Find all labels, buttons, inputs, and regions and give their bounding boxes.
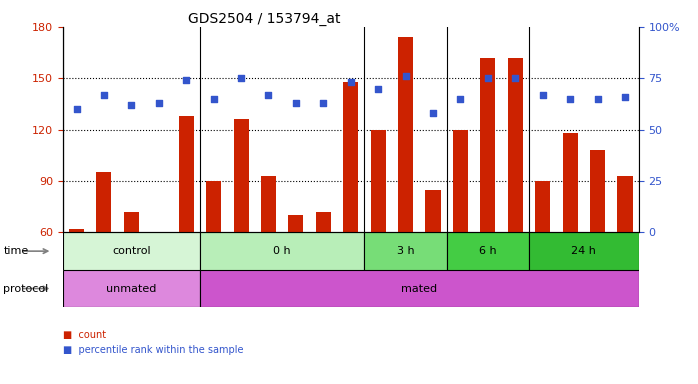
Bar bbox=[453, 130, 468, 232]
Point bbox=[345, 79, 356, 86]
Bar bbox=[69, 229, 84, 232]
Bar bbox=[96, 172, 112, 232]
Bar bbox=[618, 176, 632, 232]
Point bbox=[71, 106, 82, 112]
Text: mated: mated bbox=[401, 283, 438, 293]
Bar bbox=[535, 181, 550, 232]
Point bbox=[263, 92, 274, 98]
Point bbox=[427, 110, 438, 116]
Text: 3 h: 3 h bbox=[396, 246, 415, 256]
Point bbox=[565, 96, 576, 102]
Text: ■  percentile rank within the sample: ■ percentile rank within the sample bbox=[63, 345, 244, 355]
Text: protocol: protocol bbox=[3, 283, 49, 293]
Text: time: time bbox=[3, 246, 29, 256]
Point bbox=[619, 94, 630, 100]
Bar bbox=[200, 232, 364, 270]
Point bbox=[537, 92, 548, 98]
Bar bbox=[179, 116, 194, 232]
Text: control: control bbox=[112, 246, 151, 256]
Bar bbox=[447, 232, 529, 270]
Text: 6 h: 6 h bbox=[479, 246, 497, 256]
Bar bbox=[63, 270, 200, 307]
Bar bbox=[343, 82, 358, 232]
Bar bbox=[426, 190, 440, 232]
Point bbox=[235, 75, 246, 81]
Point bbox=[290, 100, 302, 106]
Bar bbox=[63, 232, 200, 270]
Bar bbox=[234, 119, 248, 232]
Point bbox=[126, 102, 137, 108]
Bar bbox=[200, 270, 639, 307]
Text: GDS2504 / 153794_at: GDS2504 / 153794_at bbox=[188, 12, 341, 25]
Bar bbox=[371, 130, 386, 232]
Point bbox=[400, 73, 411, 79]
Point bbox=[510, 75, 521, 81]
Bar bbox=[206, 181, 221, 232]
Text: 0 h: 0 h bbox=[274, 246, 291, 256]
Point bbox=[592, 96, 603, 102]
Bar bbox=[480, 58, 496, 232]
Bar bbox=[563, 133, 578, 232]
Bar bbox=[261, 176, 276, 232]
Point bbox=[318, 100, 329, 106]
Bar bbox=[398, 37, 413, 232]
Point bbox=[98, 92, 110, 98]
Point bbox=[373, 86, 384, 92]
Bar bbox=[590, 150, 605, 232]
Point bbox=[455, 96, 466, 102]
Text: unmated: unmated bbox=[106, 283, 156, 293]
Text: ■  count: ■ count bbox=[63, 330, 106, 340]
Bar bbox=[124, 212, 139, 232]
Bar bbox=[288, 215, 304, 232]
Point bbox=[153, 100, 165, 106]
Text: 24 h: 24 h bbox=[572, 246, 596, 256]
Point bbox=[181, 77, 192, 83]
Bar bbox=[507, 58, 523, 232]
Bar bbox=[529, 232, 639, 270]
Bar bbox=[364, 232, 447, 270]
Point bbox=[208, 96, 219, 102]
Bar bbox=[315, 212, 331, 232]
Point bbox=[482, 75, 493, 81]
